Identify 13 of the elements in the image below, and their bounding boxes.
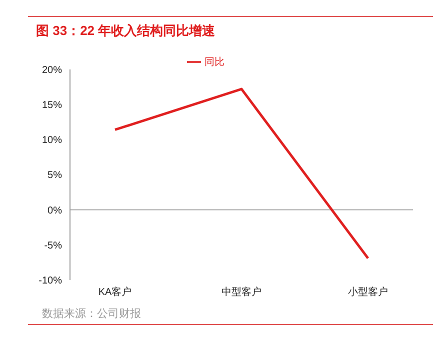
- x-tick-label: 中型客户: [222, 286, 262, 298]
- chart-title: 图 33：22 年收入结构同比增速: [36, 22, 216, 40]
- y-tick-label: 20%: [42, 64, 62, 76]
- y-tick-label: 0%: [48, 205, 62, 216]
- x-tick-label: 小型客户: [348, 286, 388, 298]
- legend-label: 同比: [204, 57, 224, 68]
- source-note: 数据来源：公司财报: [42, 307, 141, 321]
- y-tick-label: 10%: [42, 135, 62, 146]
- y-tick-label: 15%: [42, 100, 62, 112]
- y-tick-label: 5%: [48, 170, 62, 182]
- y-tick-label: -5%: [44, 240, 62, 252]
- y-tick-label: -10%: [38, 276, 62, 287]
- x-tick-label: KA客户: [98, 286, 132, 298]
